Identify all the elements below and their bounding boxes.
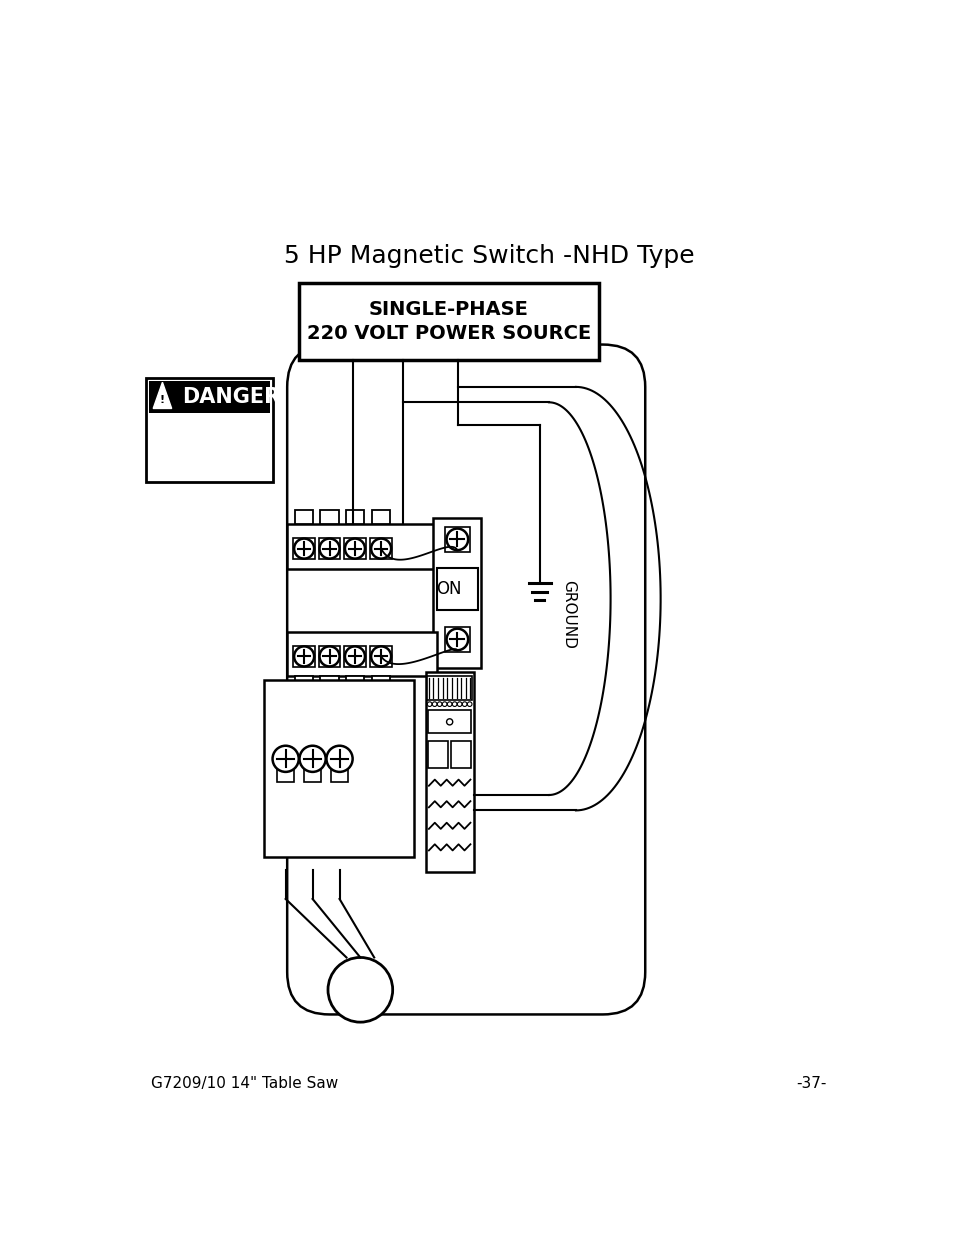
Bar bbox=[444, 527, 469, 552]
Circle shape bbox=[319, 646, 339, 667]
Circle shape bbox=[345, 538, 365, 558]
Text: -37-: -37- bbox=[796, 1076, 826, 1092]
Circle shape bbox=[319, 538, 339, 558]
Bar bbox=[345, 510, 364, 524]
Text: SINGLE-PHASE
220 VOLT POWER SOURCE: SINGLE-PHASE 220 VOLT POWER SOURCE bbox=[307, 300, 591, 342]
Bar bbox=[287, 632, 436, 677]
Circle shape bbox=[328, 957, 393, 1023]
Circle shape bbox=[447, 701, 452, 706]
Circle shape bbox=[456, 701, 461, 706]
Bar bbox=[146, 378, 274, 482]
Bar bbox=[287, 524, 436, 568]
Bar bbox=[451, 741, 471, 768]
Bar bbox=[320, 677, 338, 690]
Circle shape bbox=[273, 746, 298, 772]
Bar bbox=[345, 677, 364, 690]
Circle shape bbox=[462, 701, 466, 706]
Circle shape bbox=[294, 538, 314, 558]
Bar bbox=[344, 537, 365, 559]
Bar bbox=[372, 677, 390, 690]
Bar bbox=[150, 380, 270, 412]
Circle shape bbox=[436, 701, 441, 706]
Bar bbox=[370, 646, 392, 667]
Bar bbox=[294, 510, 313, 524]
Bar bbox=[304, 767, 321, 782]
Bar bbox=[428, 710, 471, 734]
Text: G7209/10 14" Table Saw: G7209/10 14" Table Saw bbox=[151, 1076, 337, 1092]
Text: ON: ON bbox=[436, 580, 461, 598]
Circle shape bbox=[446, 719, 453, 725]
Bar bbox=[294, 677, 313, 690]
Circle shape bbox=[427, 701, 432, 706]
Bar bbox=[298, 283, 598, 359]
Circle shape bbox=[452, 701, 456, 706]
Circle shape bbox=[294, 646, 314, 667]
Circle shape bbox=[446, 629, 468, 651]
Bar bbox=[331, 767, 348, 782]
Circle shape bbox=[371, 646, 391, 667]
Bar bbox=[433, 517, 480, 668]
Bar bbox=[436, 568, 477, 610]
Text: 5 HP Magnetic Switch -NHD Type: 5 HP Magnetic Switch -NHD Type bbox=[283, 245, 694, 268]
Bar bbox=[293, 537, 314, 559]
Bar bbox=[277, 767, 294, 782]
Bar bbox=[372, 510, 390, 524]
Circle shape bbox=[371, 538, 391, 558]
Circle shape bbox=[345, 646, 365, 667]
Polygon shape bbox=[153, 383, 172, 409]
Circle shape bbox=[467, 701, 472, 706]
Bar bbox=[264, 679, 414, 857]
Bar bbox=[293, 646, 314, 667]
Circle shape bbox=[299, 746, 325, 772]
Text: !: ! bbox=[160, 395, 165, 405]
Bar bbox=[320, 510, 338, 524]
Circle shape bbox=[432, 701, 436, 706]
Bar bbox=[425, 672, 473, 872]
Bar bbox=[344, 646, 365, 667]
Text: DANGER: DANGER bbox=[181, 387, 279, 406]
Circle shape bbox=[442, 701, 447, 706]
Circle shape bbox=[446, 529, 468, 550]
Bar bbox=[318, 646, 340, 667]
Bar bbox=[318, 537, 340, 559]
Bar bbox=[428, 741, 448, 768]
Bar bbox=[427, 676, 472, 700]
Circle shape bbox=[326, 746, 353, 772]
Bar bbox=[444, 627, 469, 652]
Text: GROUND: GROUND bbox=[561, 579, 576, 648]
Bar bbox=[370, 537, 392, 559]
